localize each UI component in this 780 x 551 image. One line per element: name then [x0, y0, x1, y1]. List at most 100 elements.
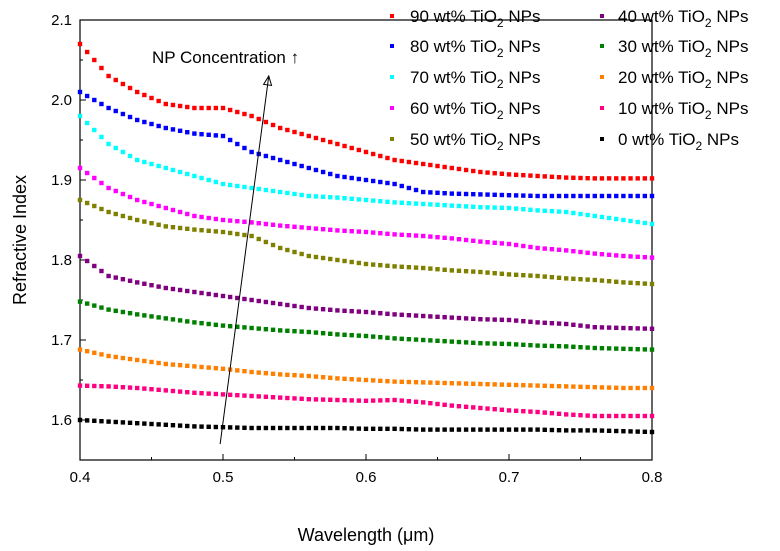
data-point-interp — [642, 429, 648, 434]
data-point — [106, 105, 111, 111]
data-point-interp — [127, 114, 133, 120]
data-point-interp — [270, 300, 276, 306]
data-point-interp — [227, 107, 233, 113]
data-point — [564, 428, 569, 433]
data-point-interp — [635, 326, 640, 331]
data-point — [564, 193, 569, 199]
data-point-interp — [113, 108, 118, 114]
data-point-interp — [199, 105, 204, 111]
data-point-interp — [513, 318, 519, 323]
data-point — [478, 192, 483, 197]
data-point — [77, 253, 83, 259]
data-point-interp — [642, 385, 648, 391]
data-point — [249, 233, 254, 239]
data-point-interp — [463, 404, 469, 409]
data-point-interp — [606, 346, 612, 351]
data-point — [249, 185, 254, 191]
data-point-interp — [578, 175, 583, 181]
data-point-interp — [328, 139, 333, 145]
data-point-interp — [84, 49, 90, 55]
data-point-interp — [542, 343, 547, 348]
legend-marker — [600, 44, 604, 48]
arrow-head-icon — [262, 74, 273, 87]
data-point — [249, 425, 254, 431]
data-point-interp — [435, 314, 440, 319]
data-point — [363, 229, 369, 235]
data-point-interp — [463, 269, 469, 274]
series-7 — [77, 347, 655, 391]
data-point-interp — [571, 322, 576, 327]
data-point — [135, 217, 140, 223]
data-point-interp — [199, 321, 204, 326]
data-point-interp — [342, 376, 347, 381]
data-point-interp — [84, 418, 90, 423]
legend-item: 40 wt% TiO2 NPs — [600, 7, 748, 30]
data-point — [592, 413, 597, 419]
data-point-interp — [92, 127, 97, 133]
data-point-interp — [549, 193, 555, 199]
series-8 — [77, 383, 655, 419]
data-point-interp — [199, 290, 204, 296]
data-point — [535, 193, 540, 199]
data-point-interp — [599, 214, 605, 220]
data-point-interp — [463, 191, 469, 197]
data-point-interp — [113, 419, 118, 425]
data-point-interp — [370, 378, 376, 383]
data-point-interp — [370, 178, 376, 184]
data-point — [220, 392, 226, 397]
data-point-interp — [149, 283, 154, 288]
data-point-interp — [206, 321, 211, 327]
data-point-interp — [127, 385, 133, 390]
data-point-interp — [521, 319, 526, 324]
data-point — [421, 400, 426, 405]
data-point-interp — [378, 179, 383, 185]
data-point-interp — [385, 379, 390, 384]
data-point-interp — [606, 413, 612, 419]
data-point-interp — [113, 354, 118, 360]
data-point-interp — [356, 426, 362, 431]
data-point-interp — [585, 277, 590, 282]
data-point — [220, 323, 226, 328]
data-point-interp — [606, 385, 612, 390]
data-point — [363, 177, 369, 183]
legend-item: 80 wt% TiO2 NPs — [390, 37, 540, 60]
data-point — [306, 133, 311, 139]
data-point-interp — [320, 169, 326, 175]
data-point-interp — [614, 193, 619, 199]
data-point-interp — [370, 262, 376, 267]
data-point-interp — [542, 427, 547, 432]
data-point-interp — [342, 228, 347, 233]
data-point-interp — [142, 199, 147, 205]
data-point-interp — [227, 324, 233, 329]
data-point-interp — [299, 304, 304, 310]
data-point-interp — [227, 392, 233, 397]
data-point-interp — [170, 423, 176, 428]
data-point-interp — [92, 203, 97, 209]
data-point-interp — [285, 328, 290, 333]
data-point-interp — [113, 77, 118, 83]
data-point-interp — [99, 65, 104, 71]
data-point-interp — [463, 204, 469, 209]
data-point — [392, 426, 397, 431]
data-point-interp — [299, 163, 304, 169]
data-point — [106, 185, 111, 191]
data-point-interp — [313, 374, 319, 379]
data-point-interp — [92, 303, 97, 308]
data-point-interp — [342, 174, 347, 180]
data-point-interp — [485, 240, 490, 245]
data-point-interp — [599, 193, 605, 199]
data-point-interp — [456, 427, 462, 432]
data-point-interp — [185, 171, 190, 177]
data-point-interp — [92, 350, 97, 355]
y-tick-label: 1.6 — [51, 412, 72, 429]
data-point-interp — [328, 195, 333, 200]
data-point-interp — [628, 429, 633, 434]
data-point-interp — [456, 166, 462, 172]
data-point-interp — [242, 296, 247, 302]
data-point-interp — [313, 167, 319, 173]
data-point — [192, 289, 197, 295]
data-point-interp — [406, 233, 412, 238]
data-point — [135, 385, 140, 391]
data-point-interp — [206, 291, 211, 297]
data-point-interp — [320, 255, 326, 261]
